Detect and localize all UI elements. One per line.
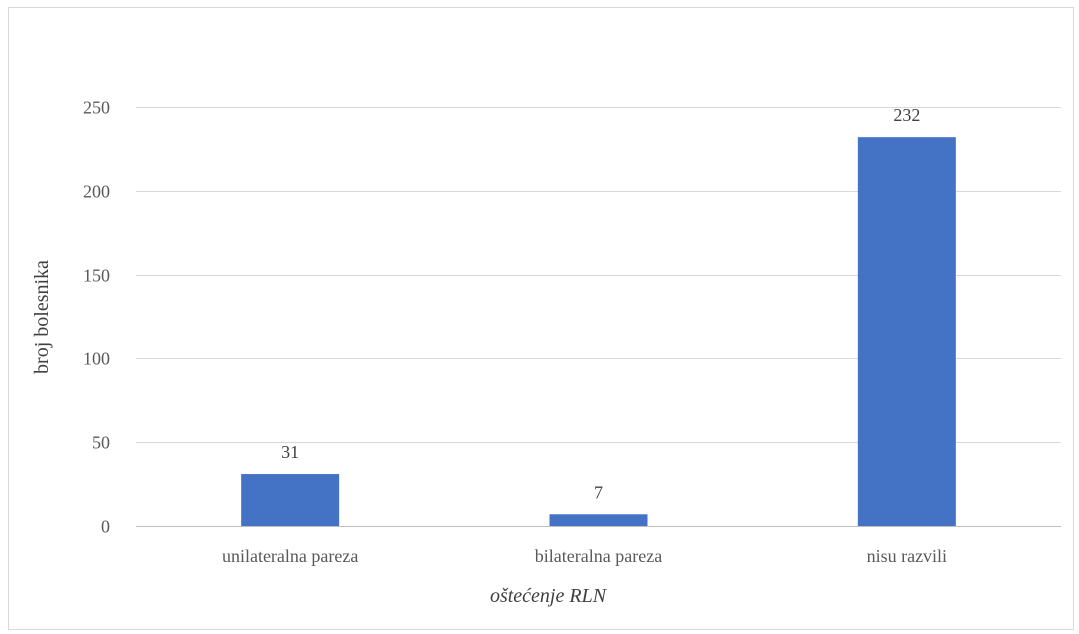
bars	[241, 137, 956, 526]
data-label: 232	[893, 105, 920, 125]
x-axis-title: oštećenje RLN	[490, 585, 608, 607]
y-axis-ticks: 0 50 100 150 200 250	[83, 98, 110, 537]
x-axis-ticks: unilateralna pareza bilateralna pareza nis…	[222, 546, 947, 566]
y-tick-label: 50	[92, 433, 110, 453]
data-labels: 31 7 232	[281, 105, 920, 502]
bar	[857, 137, 956, 526]
x-tick-label: unilateralna pareza	[222, 546, 358, 566]
bar	[549, 514, 648, 526]
y-tick-label: 150	[83, 266, 110, 286]
x-tick-label: bilateralna pareza	[535, 546, 662, 566]
data-label: 7	[594, 482, 603, 502]
y-axis-title: broj bolesnika	[31, 260, 53, 374]
bar	[241, 474, 340, 526]
data-label: 31	[281, 442, 299, 462]
y-tick-label: 200	[83, 182, 110, 202]
y-tick-label: 250	[83, 98, 110, 118]
x-tick-label: nisu razvili	[867, 546, 947, 566]
y-tick-label: 0	[101, 517, 110, 537]
y-tick-label: 100	[83, 349, 110, 369]
